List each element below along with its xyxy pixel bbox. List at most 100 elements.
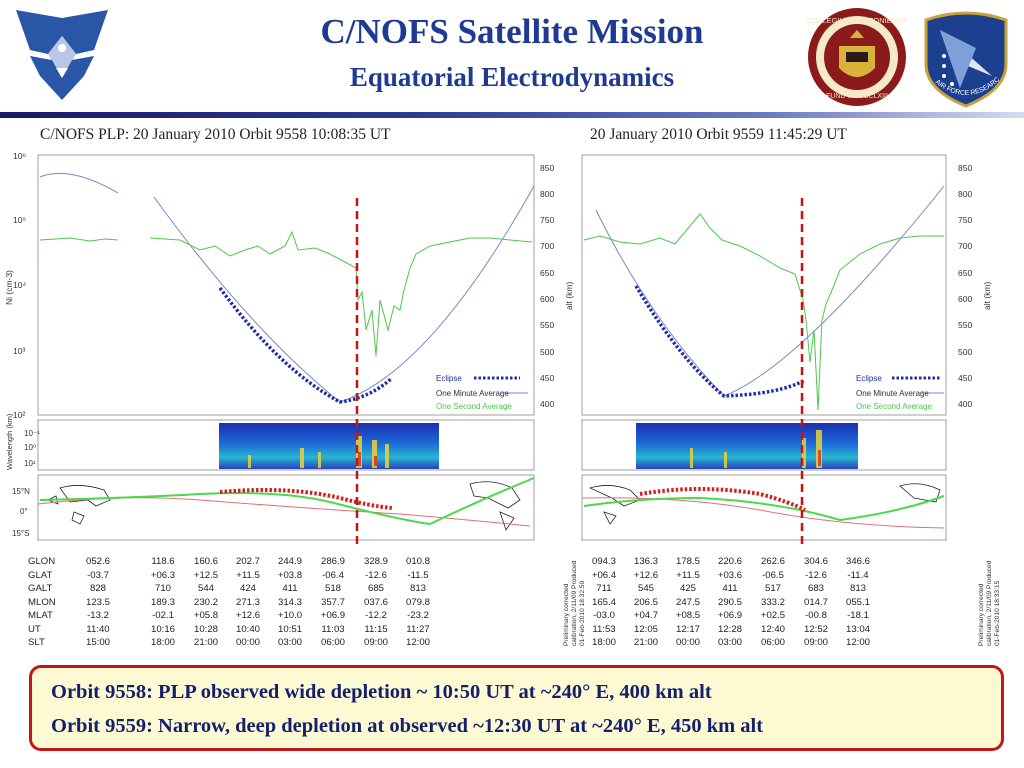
table-cell: 18:00 — [591, 637, 616, 648]
table-cell: 10:28 — [193, 623, 218, 635]
table-cell: 230.2 — [193, 596, 218, 608]
table-cell: 094.3 — [591, 556, 616, 567]
table-cell: 346.6 — [845, 556, 870, 567]
alt-tick: 700 — [540, 241, 554, 251]
alt-axis-label: alt (km) — [564, 282, 574, 311]
svg-text:Eclipse: Eclipse — [436, 374, 462, 383]
ni-tick: 10⁵ — [13, 215, 26, 225]
alt-tick: 850 — [958, 163, 972, 173]
page-title: C/NOFS Satellite Mission — [320, 12, 704, 51]
table-cell: 11:40 — [86, 623, 110, 635]
svg-text:One Second Average: One Second Average — [856, 402, 932, 411]
svg-text:Wavelength (km): Wavelength (km) — [5, 413, 14, 470]
alt-tick: 400 — [540, 399, 554, 409]
table-cell: 271.3 — [235, 596, 260, 608]
row-label: MLON — [28, 596, 56, 608]
table-cell: -03.7 — [87, 569, 109, 581]
table-cell: 189.3 — [150, 596, 175, 608]
table-cell: +06.9 — [717, 610, 743, 621]
table-cell: 517 — [764, 583, 781, 594]
table-cell: 11:27 — [406, 623, 430, 635]
table-cell: +06.3 — [150, 569, 176, 581]
table-cell: +04.7 — [633, 610, 659, 621]
table-cell: 12:40 — [760, 623, 785, 635]
table-cell: 545 — [637, 583, 654, 594]
alt-tick: 600 — [958, 294, 972, 304]
svg-text:15°N: 15°N — [12, 487, 30, 496]
table-cell: 014.7 — [803, 596, 828, 608]
table-cell: 685 — [367, 583, 384, 594]
orbit-table-left: GLON GLAT GALT MLON MLAT UT SLT 052.6 118… — [0, 556, 570, 652]
table-cell: 262.6 — [760, 556, 785, 567]
header-divider — [0, 112, 1024, 118]
table-cell: 06:00 — [760, 637, 785, 648]
table-cell: 357.7 — [320, 596, 345, 608]
table-cell: 079.8 — [405, 596, 430, 608]
table-cell: -13.2 — [87, 610, 109, 621]
table-cell: -03.0 — [593, 610, 615, 621]
table-cell: +02.5 — [760, 610, 786, 621]
panel-caption-left: C/NOFS PLP: 20 January 2010 Orbit 9558 1… — [40, 126, 391, 143]
table-cell: 178.5 — [675, 556, 700, 567]
table-cell: 411 — [282, 583, 298, 594]
table-cell: 00:00 — [675, 637, 700, 648]
boston-college-seal-icon: COLLEGIUM BOSTONIENSE FUND MDCCCLXIII — [806, 6, 908, 108]
table-cell: 813 — [849, 583, 866, 594]
alt-tick: 400 — [958, 399, 972, 409]
table-cell: 328.9 — [363, 556, 388, 567]
svg-text:10⁰: 10⁰ — [24, 443, 36, 452]
table-cell: +12.5 — [193, 569, 219, 581]
note-line-orbit-9558: Orbit 9558: PLP observed wide depletion … — [51, 681, 712, 703]
table-cell: 206.5 — [633, 596, 658, 608]
table-cell: -02.1 — [152, 610, 174, 621]
alt-tick: 800 — [958, 189, 972, 199]
alt-tick: 500 — [540, 347, 554, 357]
row-label: MLAT — [28, 610, 53, 621]
table-cell: -11.4 — [847, 569, 869, 581]
table-cell: 12:17 — [675, 623, 700, 635]
table-cell: 11:53 — [592, 623, 616, 635]
table-cell: -06.4 — [322, 569, 344, 581]
ni-tick: 10⁶ — [13, 151, 26, 161]
table-cell: 244.9 — [277, 556, 302, 567]
table-cell: +11.5 — [676, 569, 700, 581]
alt-tick: 550 — [958, 320, 972, 330]
table-cell: 160.6 — [193, 556, 218, 567]
table-cell: 052.6 — [85, 556, 110, 567]
ni-tick: 10³ — [13, 346, 25, 356]
table-cell: 06:00 — [320, 637, 345, 648]
table-cell: 09:00 — [363, 637, 388, 648]
note-line-orbit-9559: Orbit 9559: Narrow, deep depletion at ob… — [51, 715, 764, 737]
svg-text:0°: 0° — [20, 507, 28, 516]
table-cell: +10.0 — [277, 610, 303, 621]
svg-text:alt (km): alt (km) — [982, 282, 992, 311]
table-cell: 15:00 — [85, 637, 110, 648]
table-cell: +06.9 — [320, 610, 346, 621]
prelim-note-right: Preliminary corrected calibration, 2/11/… — [978, 560, 1001, 646]
table-cell: 304.6 — [803, 556, 828, 567]
table-cell: 165.4 — [591, 596, 616, 608]
svg-text:10¹: 10¹ — [24, 459, 36, 468]
table-cell: 424 — [239, 583, 256, 594]
table-cell: -06.5 — [762, 569, 784, 581]
svg-text:Eclipse: Eclipse — [856, 374, 882, 383]
alt-tick: 700 — [958, 241, 972, 251]
table-cell: 055.1 — [845, 596, 870, 608]
table-cell: 425 — [679, 583, 696, 594]
table-cell: 21:00 — [633, 637, 658, 648]
table-cell: 220.6 — [717, 556, 742, 567]
alt-tick: 750 — [540, 215, 554, 225]
table-cell: 544 — [197, 583, 214, 594]
svg-text:One Second Average: One Second Average — [436, 402, 512, 411]
row-label: GALT — [28, 583, 53, 594]
table-cell: -12.2 — [365, 610, 387, 621]
table-cell: 136.3 — [633, 556, 658, 567]
table-cell: 290.5 — [717, 596, 742, 608]
table-cell: 202.7 — [235, 556, 260, 567]
table-cell: 037.6 — [363, 596, 388, 608]
orbit-plot-left: 10⁶ 10⁵ 10⁴ 10³ 10² Ni (cm-3) 850 800 75… — [4, 151, 574, 548]
table-cell: 828 — [89, 583, 106, 594]
svg-text:COLLEGIUM BOSTONIENSE: COLLEGIUM BOSTONIENSE — [807, 16, 907, 25]
table-cell: 813 — [409, 583, 426, 594]
table-cell: 21:00 — [193, 637, 218, 648]
